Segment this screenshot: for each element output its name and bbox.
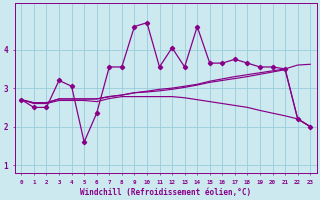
X-axis label: Windchill (Refroidissement éolien,°C): Windchill (Refroidissement éolien,°C)	[80, 188, 251, 197]
